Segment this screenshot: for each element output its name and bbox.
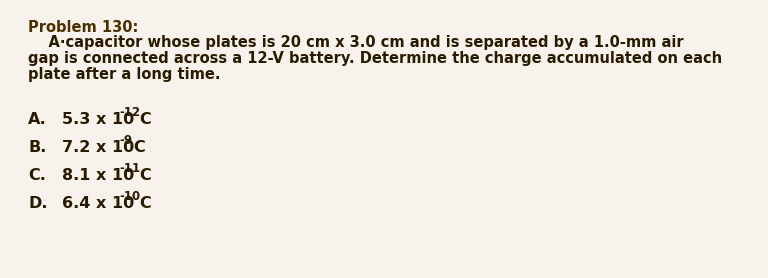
Text: 8.1 x 10: 8.1 x 10 [62,168,134,183]
Text: D.: D. [28,197,48,212]
Text: plate after a long time.: plate after a long time. [28,67,220,82]
Text: -9: -9 [120,135,133,148]
Text: 6.4 x 10: 6.4 x 10 [62,197,134,212]
Text: -10: -10 [120,190,141,203]
Text: gap is connected across a 12-V battery. Determine the charge accumulated on each: gap is connected across a 12-V battery. … [28,51,722,66]
Text: C.: C. [28,168,46,183]
Text: -11: -11 [120,163,141,175]
Text: -12: -12 [120,106,141,120]
Text: 7.2 x 10: 7.2 x 10 [62,140,134,155]
Text: C: C [140,168,151,183]
Text: Problem 130:: Problem 130: [28,20,138,35]
Text: 5.3 x 10: 5.3 x 10 [62,113,134,128]
Text: A.: A. [28,113,47,128]
Text: C: C [134,140,145,155]
Text: C: C [140,197,151,212]
Text: C: C [140,113,151,128]
Text: B.: B. [28,140,46,155]
Text: A·capacitor whose plates is 20 cm x 3.0 cm and is separated by a 1.0-mm air: A·capacitor whose plates is 20 cm x 3.0 … [28,35,684,50]
